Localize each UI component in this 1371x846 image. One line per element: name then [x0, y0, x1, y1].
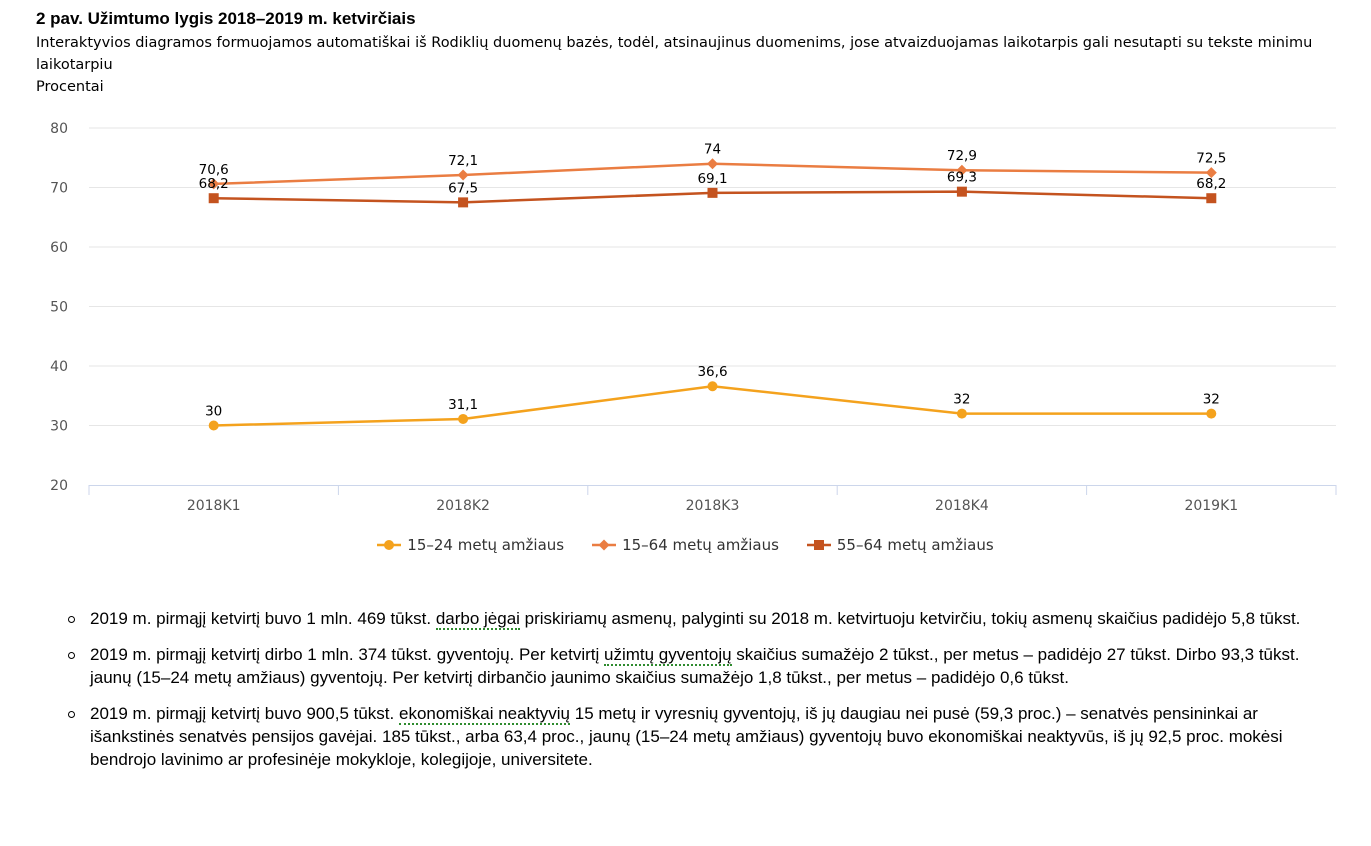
data-point	[457, 169, 469, 181]
data-point	[458, 197, 469, 208]
chart-subtitle: Interaktyvios diagramos formuojamos auto…	[36, 35, 1313, 73]
x-tick-label: 2018K3	[686, 498, 740, 514]
y-tick-label: 30	[50, 419, 68, 435]
data-label: 69,3	[947, 170, 977, 186]
legend-item[interactable]: 15–24 metų amžiaus	[377, 536, 564, 554]
data-label: 72,1	[448, 153, 478, 169]
data-label: 32	[1203, 392, 1220, 408]
y-tick-label: 50	[50, 300, 68, 316]
data-label: 70,6	[199, 162, 229, 178]
legend-item[interactable]: 15–64 metų amžiaus	[592, 536, 779, 554]
legend-symbol-icon	[377, 540, 402, 550]
data-point	[1205, 167, 1217, 179]
chart-header: 2 pav. Užimtumo lygis 2018–2019 m. ketvi…	[36, 0, 1346, 98]
data-point	[956, 164, 968, 176]
data-point	[707, 187, 718, 198]
data-label: 68,2	[1196, 176, 1226, 192]
y-tick-label: 40	[50, 359, 68, 375]
x-tick-label: 2018K1	[187, 498, 241, 514]
data-point	[707, 381, 718, 392]
glossary-term-link[interactable]: užimtų gyventojų	[603, 645, 732, 666]
data-point	[707, 158, 718, 170]
summary-item: 2019 m. pirmąjį ketvirtį buvo 1 mln. 469…	[60, 607, 1340, 630]
line-chart: 80 70 60 50 40 30 20 2018K1 2018K2 2018K3 2018K4 20…	[50, 121, 1337, 514]
data-label: 72,9	[947, 148, 977, 164]
data-point	[208, 420, 219, 431]
data-point	[208, 178, 220, 190]
y-tick-label: 80	[50, 121, 68, 137]
y-tick-label: 20	[50, 478, 68, 494]
summary-item: 2019 m. pirmąjį ketvirtį buvo 900,5 tūks…	[60, 702, 1340, 771]
summary-text: skaičius sumažėjo 2 tūkst., per metus – …	[90, 645, 1300, 687]
data-label: 74	[704, 142, 721, 158]
data-point	[956, 408, 967, 419]
data-label: 32	[953, 392, 970, 408]
data-point	[956, 186, 967, 197]
data-label: 69,1	[697, 171, 727, 187]
summary-text: priskiriamų asmenų, palyginti su 2018 m.…	[519, 609, 1301, 628]
legend-symbol-icon	[592, 539, 617, 551]
legend-item[interactable]: 55–64 metų amžiaus	[806, 536, 994, 554]
legend-label: 15–24 metų amžiaus	[407, 536, 565, 554]
data-point	[208, 193, 219, 204]
data-label: 67,5	[448, 180, 478, 196]
data-label: 30	[205, 404, 222, 420]
data-point	[1206, 193, 1217, 204]
legend-label: 15–64 metų amžiaus	[622, 536, 779, 554]
data-label: 68,2	[199, 176, 229, 192]
x-tick-label: 2019K1	[1184, 498, 1238, 514]
y-tick-label: 60	[50, 240, 68, 256]
glossary-term-link[interactable]: darbo jėgai	[435, 609, 520, 630]
legend-symbol-icon	[806, 540, 831, 550]
summary-text: 15 metų ir vyresnių gyventojų, iš jų dau…	[90, 704, 1283, 769]
summary-list: 2019 m. pirmąjį ketvirtį buvo 1 mln. 469…	[60, 607, 1340, 784]
data-label: 72,5	[1196, 151, 1226, 167]
x-tick-label: 2018K2	[436, 498, 490, 514]
legend-label: 55–64 metų amžiaus	[836, 536, 994, 554]
data-label: 36,6	[697, 364, 727, 380]
summary-item: 2019 m. pirmąjį ketvirtį dirbo 1 mln. 37…	[60, 643, 1340, 689]
data-point	[1206, 408, 1217, 419]
data-point	[458, 413, 469, 424]
series-line-0	[213, 384, 1212, 427]
unit-label: Procentai	[36, 79, 104, 95]
summary-text: 2019 m. pirmąjį ketvirtį buvo 1 mln. 469…	[90, 609, 436, 628]
summary-text: 2019 m. pirmąjį ketvirtį buvo 900,5 tūks…	[90, 704, 399, 723]
glossary-term-link[interactable]: ekonomiškai neaktyvių	[398, 704, 571, 725]
summary-text: 2019 m. pirmąjį ketvirtį dirbo 1 mln. 37…	[90, 645, 604, 664]
chart-legend: 15–24 metų amžiaus 15–64 metų amžiaus 55–6…	[0, 536, 1371, 554]
data-label: 31,1	[448, 397, 478, 413]
x-tick-label: 2018K4	[935, 498, 989, 514]
y-tick-label: 70	[50, 181, 68, 197]
chart-title: 2 pav. Užimtumo lygis 2018–2019 m. ketvi…	[36, 9, 416, 28]
